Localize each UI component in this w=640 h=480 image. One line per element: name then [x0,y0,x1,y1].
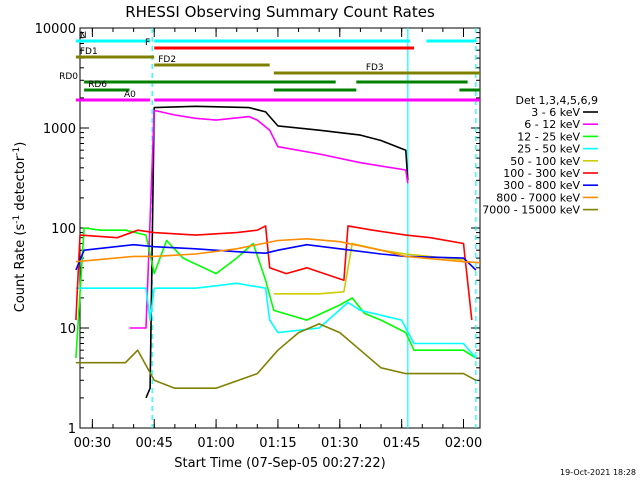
flag-bar-segment [154,39,410,43]
y-tick-label: 1000 [43,122,76,137]
flag-bar-segment [154,98,480,102]
flag-bar-segment [84,80,336,84]
legend-label: 300 - 800 keV [503,179,580,192]
x-tick-label: 01:30 [321,436,358,451]
flag-bar-segment [75,55,155,59]
x-tick-label: 01:00 [197,436,234,451]
flag-bar-segment [426,39,476,43]
x-axis-label: Start Time (07-Sep-05 00:27:22) [174,456,385,471]
y-label-sup1: -1 [12,215,22,224]
legend-label: 3 - 6 keV [531,106,580,119]
x-tick-labels: 00:30 00:45 01:00 01:15 01:30 01:45 02:00 [74,436,483,451]
flag-bar-segment [273,88,357,92]
x-tick-label: 01:15 [259,436,296,451]
legend-title: Det 1,3,4,5,6,9 [515,94,598,107]
legend-label: 50 - 100 keV [510,155,580,168]
series-line [75,227,477,359]
series-line [75,323,477,390]
series-lines [75,105,481,399]
y-tick-label: 10000 [35,22,76,37]
legend-label: 12 - 25 keV [517,130,580,143]
flag-bar-segment [75,98,151,102]
series-line [75,238,481,264]
legend-label: 6 - 12 keV [524,118,580,131]
flag-bar-segment [75,39,151,43]
series-line [129,109,409,329]
flag-bar-label: FD3 [366,63,384,73]
plot-area [79,27,481,429]
flag-bar-segment [84,88,130,92]
flag-bar-label: N [80,31,87,41]
flag-bars: N F FD1 FD2 FD3 RD0 RD6 A0 [59,31,480,102]
y-label-main: Count Rate (s [13,224,28,313]
axis-ticks [80,27,480,429]
x-tick-label: 00:30 [74,436,111,451]
x-tick-label: 02:00 [445,436,482,451]
series-line [145,105,409,399]
flag-bar-label: A0 [124,90,136,100]
y-tick-label: 10 [59,322,76,337]
x-tick-label: 01:45 [383,436,420,451]
legend-label: 800 - 7000 keV [496,191,580,204]
flag-bar-label: RD6 [88,80,107,90]
flag-bar-segment [459,88,480,92]
flag-bar-segment [154,63,270,67]
y-label-sup2: -1 [12,147,22,156]
flag-bar-label: RD0 [59,72,78,82]
y-tick-label: 100 [51,222,76,237]
plot-frame [79,27,481,429]
series-line [75,225,473,321]
flag-bar-label: FD2 [158,55,176,65]
legend-label: 25 - 50 keV [517,143,580,156]
flag-bar-segment [356,80,468,84]
series-line [75,282,477,359]
flag-bar-label: F [145,38,150,48]
x-tick-label: 00:45 [135,436,172,451]
y-tick-label: 1 [68,422,76,437]
flag-bar-label: FD1 [80,47,98,57]
legend-label: 100 - 300 keV [503,167,580,180]
flag-bar-segment [154,46,415,50]
flag-bar-segment [273,71,480,75]
y-axis-label: Count Rate (s-1 detector-1) [12,142,28,313]
y-label-end: ) [13,142,28,147]
footer-date: 19-Oct-2021 18:28 [560,468,636,477]
legend-label: 7000 - 15000 keV [482,204,580,217]
vertical-markers [151,28,477,428]
y-label-mid: detector [13,155,28,215]
y-tick-labels: 1 10 100 1000 10000 [35,22,76,437]
chart-title: RHESSI Observing Summary Count Rates [125,3,435,21]
